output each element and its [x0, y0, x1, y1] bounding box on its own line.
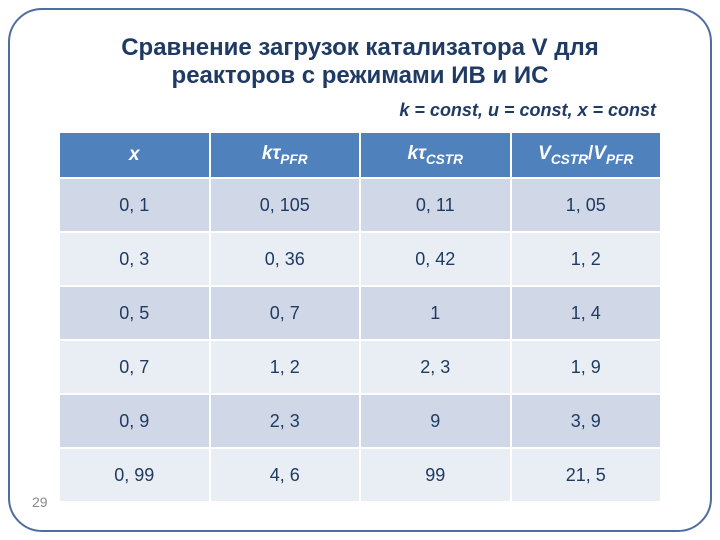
table-cell: 0, 9 [59, 394, 210, 448]
table-header-cell: VCSTR/VPFR [511, 132, 662, 178]
table-row: 0, 50, 711, 4 [59, 286, 661, 340]
table-cell: 2, 3 [210, 394, 361, 448]
table-header-cell: kτPFR [210, 132, 361, 178]
table-cell: 1, 2 [511, 232, 662, 286]
table-header-row: xkτPFRkτCSTRVCSTR/VPFR [59, 132, 661, 178]
table-cell: 9 [360, 394, 511, 448]
page-number: 29 [32, 494, 48, 510]
table-cell: 21, 5 [511, 448, 662, 502]
table-row: 0, 30, 360, 421, 2 [59, 232, 661, 286]
table-cell: 1 [360, 286, 511, 340]
table-row: 0, 994, 69921, 5 [59, 448, 661, 502]
table-cell: 4, 6 [210, 448, 361, 502]
table-cell: 3, 9 [511, 394, 662, 448]
table-header-cell: kτCSTR [360, 132, 511, 178]
content-area: Сравнение загрузок катализатора V для ре… [58, 34, 662, 503]
table-body: 0, 10, 1050, 111, 050, 30, 360, 421, 20,… [59, 178, 661, 502]
table-cell: 0, 1 [59, 178, 210, 232]
table-cell: 99 [360, 448, 511, 502]
table-cell: 2, 3 [360, 340, 511, 394]
table-row: 0, 10, 1050, 111, 05 [59, 178, 661, 232]
table-cell: 1, 2 [210, 340, 361, 394]
table-cell: 1, 9 [511, 340, 662, 394]
table-cell: 0, 7 [210, 286, 361, 340]
table-row: 0, 71, 22, 31, 9 [59, 340, 661, 394]
table-cell: 1, 4 [511, 286, 662, 340]
comparison-table: xkτPFRkτCSTRVCSTR/VPFR 0, 10, 1050, 111,… [58, 131, 662, 503]
page-title: Сравнение загрузок катализатора V для ре… [58, 34, 662, 90]
table-cell: 0, 7 [59, 340, 210, 394]
table-cell: 0, 36 [210, 232, 361, 286]
table-row: 0, 92, 393, 9 [59, 394, 661, 448]
table-cell: 0, 105 [210, 178, 361, 232]
table-cell: 0, 5 [59, 286, 210, 340]
conditions-subtitle: k = const, u = const, x = const [58, 100, 662, 121]
table-cell: 0, 99 [59, 448, 210, 502]
table-header-cell: x [59, 132, 210, 178]
table-cell: 0, 42 [360, 232, 511, 286]
slide-frame: Сравнение загрузок катализатора V для ре… [8, 8, 712, 532]
table-cell: 0, 11 [360, 178, 511, 232]
table-cell: 0, 3 [59, 232, 210, 286]
table-cell: 1, 05 [511, 178, 662, 232]
